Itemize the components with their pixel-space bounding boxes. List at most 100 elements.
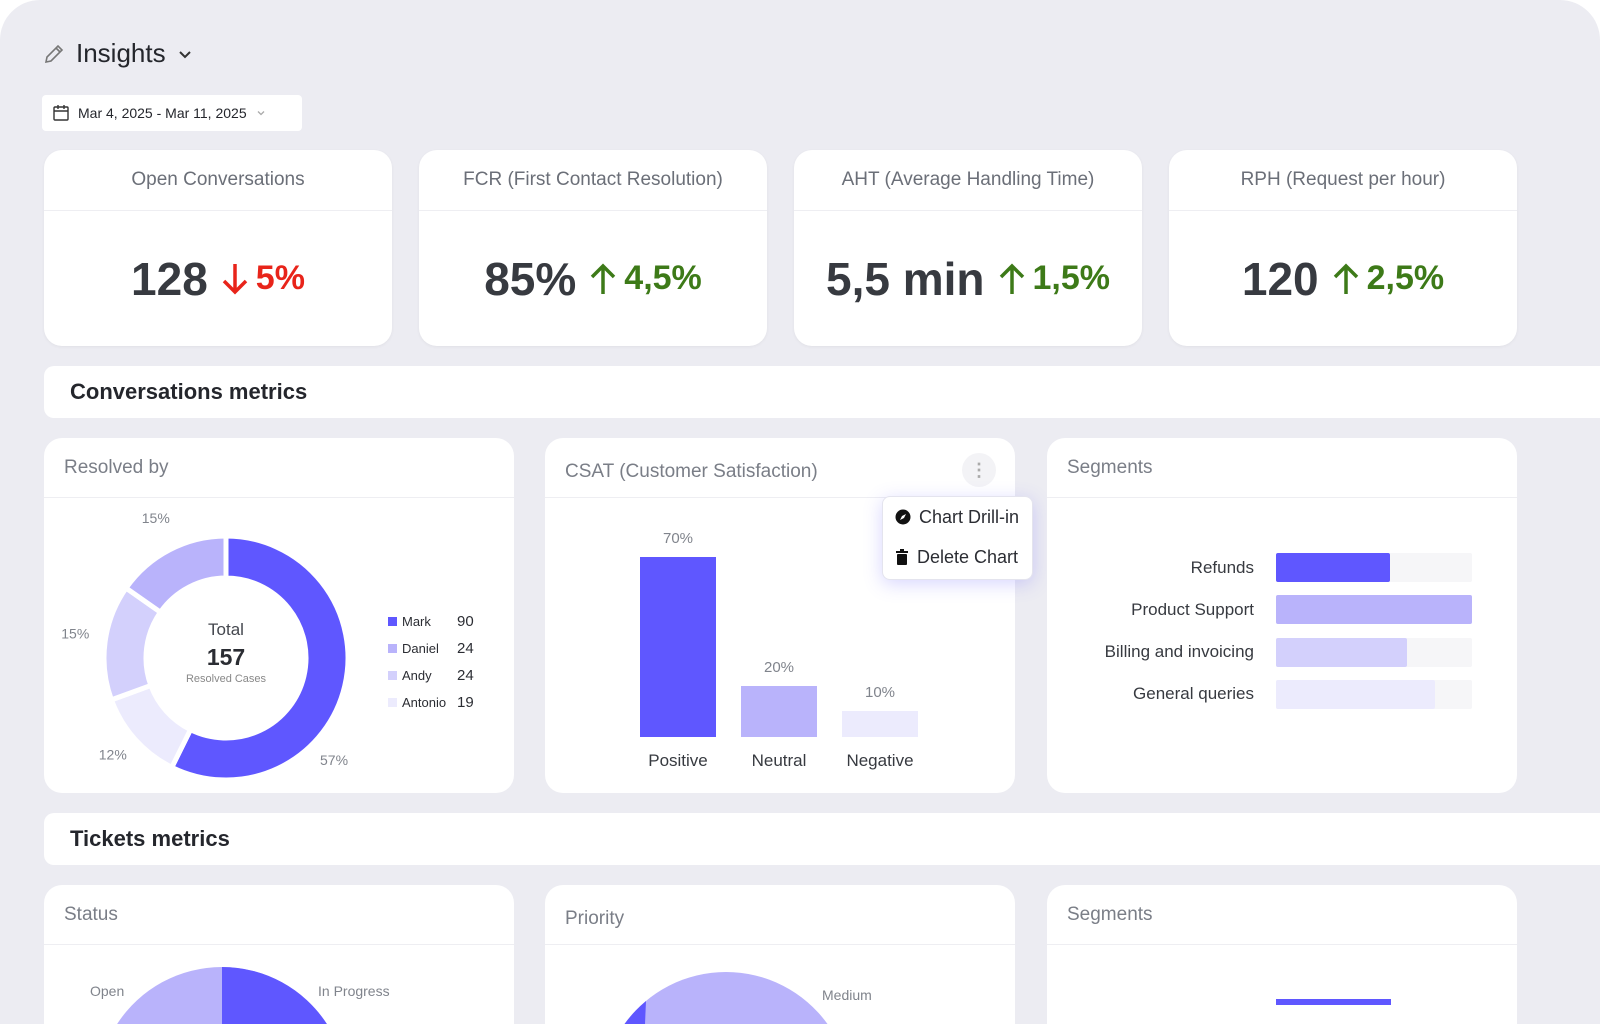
priority-label-medium: Medium: [822, 987, 872, 1003]
segment-bar[interactable]: [1276, 637, 1408, 667]
csat-bar-label: 70%: [662, 530, 694, 547]
kpi-title: RPH (Request per hour): [1169, 150, 1517, 211]
donut-slice-daniel[interactable]: [122, 533, 229, 616]
kpi-card: RPH (Request per hour) 120 2,5%: [1169, 150, 1517, 346]
donut-pct-label: 15%: [142, 510, 170, 526]
donut-center-label: Total: [208, 620, 244, 639]
status-label-in-progress: In Progress: [318, 983, 390, 999]
legend-item: Andy 24: [388, 662, 474, 689]
legend-swatch: [388, 644, 397, 653]
kebab-icon: ⋮: [970, 459, 988, 480]
segment-track: [1276, 637, 1472, 667]
csat-bar-negative[interactable]: [842, 711, 918, 737]
arrow-up-icon: [999, 263, 1024, 294]
donut-center: Total 157 Resolved Cases: [166, 620, 286, 685]
segment-track: [1276, 679, 1472, 709]
page-header: Insights: [42, 38, 194, 69]
donut-slice-mark[interactable]: [168, 533, 351, 783]
compass-icon: [895, 509, 911, 525]
kpi-card: Open Conversations 128 5%: [44, 150, 392, 346]
arrow-up-icon: [1333, 263, 1358, 294]
chevron-down-icon[interactable]: [176, 45, 194, 63]
section-conversations-metrics: Conversations metrics: [44, 366, 1600, 418]
status-card: Status Open In Progress: [44, 885, 514, 1024]
segment-label: Product Support: [1131, 599, 1254, 619]
status-pie: [117, 966, 327, 1024]
kpi-value: 120: [1241, 252, 1319, 305]
csat-card: CSAT (Customer Satisfaction): [545, 438, 1015, 793]
donut-center-value: 157: [206, 644, 246, 670]
kpi-card: FCR (First Contact Resolution) 85% 4,5%: [419, 150, 767, 346]
legend-name: Andy: [402, 668, 432, 683]
segment-bar[interactable]: [1276, 553, 1390, 582]
kpi-delta: 2,5%: [1366, 259, 1445, 297]
segment-bar[interactable]: [1276, 679, 1435, 709]
legend-name: Mark: [402, 614, 431, 629]
donut-pct-label: 15%: [61, 625, 89, 641]
priority-pie-slice[interactable]: [624, 1001, 647, 1024]
priority-pie: [624, 971, 828, 1024]
date-range-picker[interactable]: Mar 4, 2025 - Mar 11, 2025: [42, 95, 302, 131]
priority-pie-slice-medium[interactable]: [624, 971, 828, 1024]
card-title: Priority: [545, 885, 1015, 945]
donut-pct-label: 12%: [99, 746, 127, 762]
kpi-value: 85%: [484, 252, 577, 305]
legend-value: 90: [457, 613, 474, 630]
chart-context-menu: Chart Drill-in Delete Chart: [882, 496, 1033, 580]
status-pie-slice-in-progress[interactable]: [222, 967, 327, 1024]
ticket-segment-bar: [1276, 999, 1391, 1005]
legend-value: 24: [457, 667, 474, 684]
segment-bar[interactable]: [1276, 595, 1472, 625]
segment-label: Billing and invoicing: [1104, 642, 1254, 662]
pencil-icon[interactable]: [42, 42, 66, 66]
donut-center-sub: Resolved Cases: [185, 673, 267, 685]
segment-row: General queries: [1060, 679, 1472, 709]
resolved-by-donut: 57% 12% 15% 15%: [61, 510, 351, 783]
chevron-down-icon: [257, 111, 265, 116]
kpi-delta: 4,5%: [624, 259, 702, 297]
kpi-title: FCR (First Contact Resolution): [419, 150, 767, 211]
legend-swatch: [388, 698, 397, 707]
csat-category-label: Neutral: [751, 751, 807, 770]
legend-item: Antonio 19: [388, 689, 474, 716]
csat-bar-label: 20%: [763, 658, 795, 676]
section-tickets-metrics: Tickets metrics: [44, 813, 1600, 865]
segment-track: [1276, 595, 1472, 625]
csat-bar-neutral[interactable]: [741, 685, 817, 737]
trash-icon: [896, 549, 908, 565]
priority-card: Priority Medium: [545, 885, 1015, 1024]
date-range-value: Mar 4, 2025 - Mar 11, 2025: [78, 105, 247, 121]
legend-item: Mark 90: [388, 608, 474, 635]
csat-bar-positive[interactable]: [640, 557, 716, 737]
card-title: Resolved by: [44, 438, 514, 498]
donut-pct-label: 57%: [320, 752, 348, 768]
legend-value: 24: [457, 640, 474, 657]
segment-label: General queries: [1133, 684, 1254, 704]
segment-row: Billing and invoicing: [1060, 637, 1472, 667]
legend-name: Antonio: [402, 695, 447, 710]
page-title[interactable]: Insights: [76, 38, 166, 68]
more-options-button[interactable]: ⋮: [962, 453, 996, 487]
donut-legend: Mark 90 Daniel 24 Andy 24 Antonio 19: [388, 608, 474, 716]
menu-item-chart-drill-in[interactable]: Chart Drill-in: [883, 497, 1032, 537]
kpi-value: 128: [131, 252, 208, 305]
legend-item: Daniel 24: [388, 635, 474, 662]
kpi-value: 5,5 min: [825, 252, 985, 305]
segment-row: Product Support: [1060, 595, 1472, 625]
arrow-up-icon: [591, 263, 616, 294]
menu-item-delete-chart[interactable]: Delete Chart: [883, 537, 1032, 577]
legend-swatch: [388, 671, 397, 680]
ticket-segments-card: Segments: [1047, 885, 1517, 1024]
kpi-title: Open Conversations: [44, 150, 392, 211]
segment-label: Refunds: [1190, 557, 1254, 577]
csat-bar-label: 10%: [864, 684, 896, 702]
segment-track: [1276, 553, 1472, 582]
legend-value: 19: [457, 694, 474, 711]
arrow-down-icon: [222, 263, 248, 294]
card-title: CSAT (Customer Satisfaction): [545, 438, 1015, 498]
kpi-card: AHT (Average Handling Time) 5,5 min 1,5%: [794, 150, 1142, 346]
calendar-icon: [53, 105, 69, 121]
card-title: Status: [44, 885, 514, 945]
kpi-title: AHT (Average Handling Time): [794, 150, 1142, 211]
